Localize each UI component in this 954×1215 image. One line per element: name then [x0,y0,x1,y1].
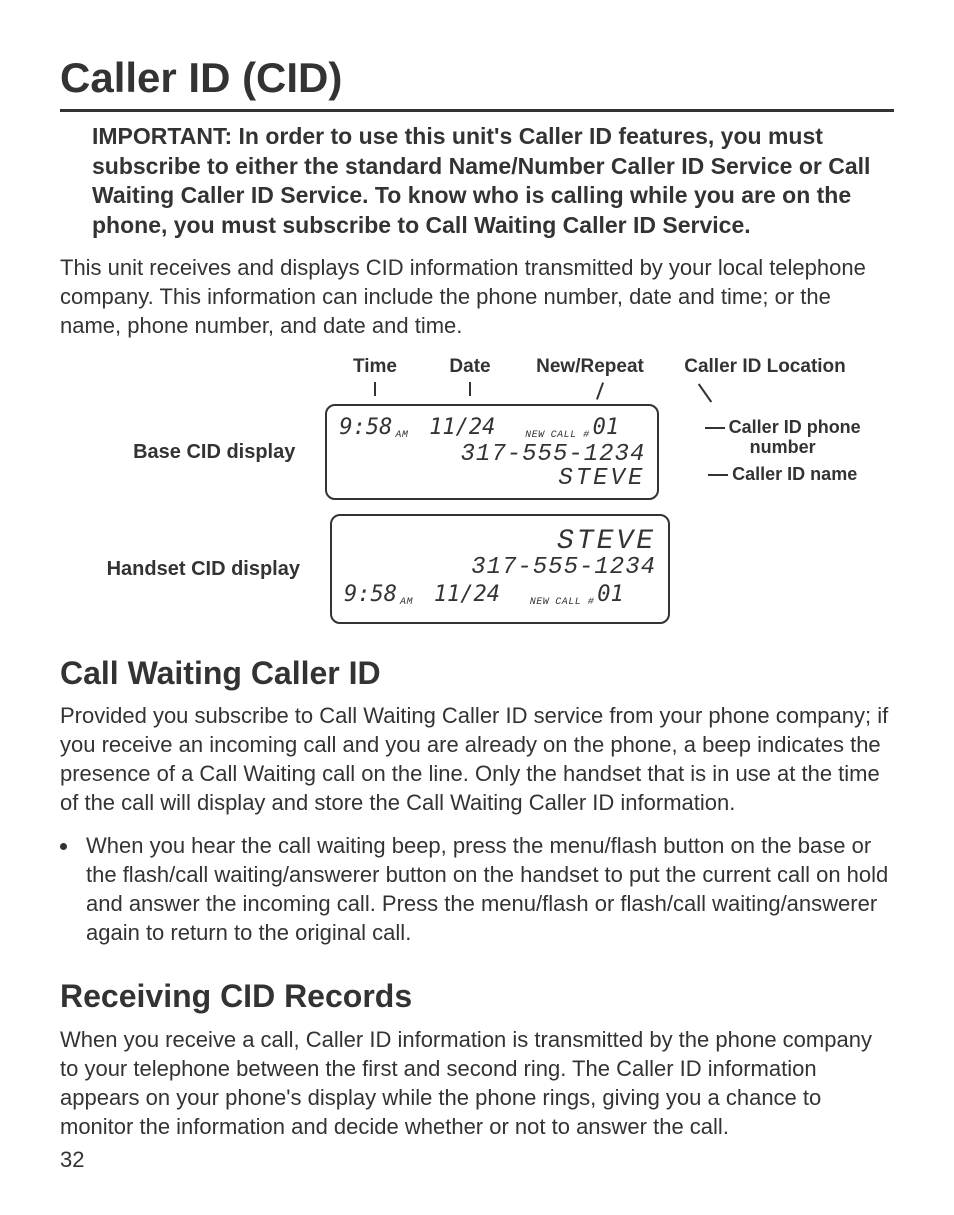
right-annotations: Caller ID phone number Caller ID name [671,418,894,486]
para-call-waiting: Provided you subscribe to Call Waiting C… [60,701,894,817]
base-cid-row: Base CID display 9:58 AM 11/24 NEW CALL … [60,404,894,500]
annot-new-repeat: New/Repeat [536,356,644,377]
handset-lcd: STEVE 317-555-1234 9:58 AM 11/24 NEW CAL… [330,514,670,624]
hlcd-phone: 317-555-1234 [344,556,656,580]
hlcd-date: 11/24 [434,580,500,610]
lcd-call-num: 01 [593,413,620,443]
heading-receiving: Receiving CID Records [60,975,894,1018]
lcd-date: 11/24 [429,413,495,443]
annot-caller-id-loc: Caller ID Location [684,356,846,377]
annot-phone-number: Caller ID phone number [729,417,861,457]
annot-cid-name: Caller ID name [732,464,857,484]
hlcd-name: STEVE [344,528,656,556]
cid-diagram: Time Date New/Repeat Caller ID Location … [60,354,894,624]
page-number: 32 [60,1145,84,1175]
bullet-call-waiting: When you hear the call waiting beep, pre… [80,831,894,947]
lcd-ampm: AM [395,429,408,443]
heading-call-waiting: Call Waiting Caller ID [60,652,894,695]
handset-cid-row: Handset CID display STEVE 317-555-1234 9… [60,514,894,624]
para-receiving: When you receive a call, Caller ID infor… [60,1025,894,1141]
bullet-list: When you hear the call waiting beep, pre… [80,831,894,947]
diagram-header-row: Time Date New/Repeat Caller ID Location [330,354,894,404]
hlcd-call: CALL # [555,596,594,610]
base-cid-label: Base CID display [60,440,325,464]
lcd-name: STEVE [339,467,645,491]
hlcd-ampm: AM [400,596,413,610]
hlcd-new: NEW [530,596,550,610]
intro-paragraph: This unit receives and displays CID info… [60,253,894,340]
hlcd-time: 9:58 [344,580,397,610]
base-lcd: 9:58 AM 11/24 NEW CALL # 01 317-555-1234… [325,404,659,500]
lcd-phone: 317-555-1234 [339,443,645,467]
annot-time: Time [353,356,397,377]
hlcd-call-num: 01 [597,580,624,610]
lcd-time: 9:58 [339,413,392,443]
handset-cid-label: Handset CID display [60,557,330,581]
important-note: IMPORTANT: In order to use this unit's C… [92,122,884,242]
annot-date: Date [449,356,490,377]
page-title: Caller ID (CID) [60,50,894,112]
